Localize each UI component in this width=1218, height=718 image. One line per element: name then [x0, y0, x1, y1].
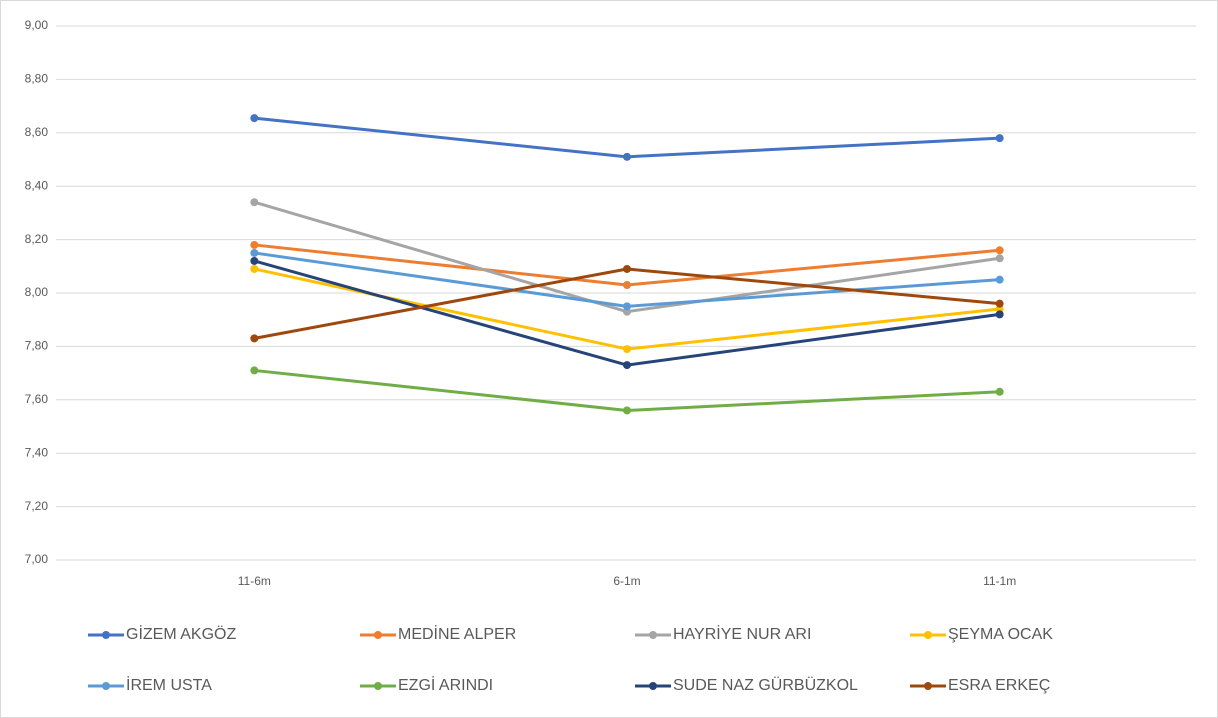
y-tick-label: 7,00 — [25, 552, 49, 566]
data-point — [623, 345, 631, 354]
data-point — [995, 275, 1004, 284]
legend-marker — [924, 682, 932, 690]
data-point — [250, 264, 259, 273]
legend-label: İREM USTA — [126, 675, 212, 694]
data-point — [623, 264, 631, 273]
y-tick-label: 9,00 — [25, 18, 49, 32]
legend-marker — [102, 682, 110, 690]
data-point — [995, 310, 1004, 319]
data-point — [995, 134, 1004, 143]
y-tick-label: 7,60 — [25, 392, 49, 406]
legend-marker — [374, 682, 382, 690]
x-tick-label: 11-1m — [983, 574, 1016, 588]
legend-label: HAYRİYE NUR ARI — [673, 624, 811, 643]
legend-label: MEDİNE ALPER — [398, 624, 516, 643]
data-point — [250, 248, 259, 257]
data-point — [250, 334, 259, 343]
legend-label: ŞEYMA OCAK — [948, 626, 1053, 643]
data-point — [995, 246, 1004, 255]
data-point — [995, 299, 1004, 308]
legend-label: EZGİ ARINDI — [398, 675, 493, 694]
x-tick-label: 6-1m — [613, 574, 640, 588]
data-point — [623, 361, 631, 370]
data-point — [623, 152, 631, 161]
y-tick-label: 8,20 — [25, 232, 49, 246]
data-point — [250, 256, 259, 265]
y-tick-label: 8,60 — [25, 125, 49, 139]
data-point — [250, 114, 259, 123]
y-tick-label: 7,80 — [25, 339, 49, 353]
data-point — [250, 198, 259, 207]
y-tick-label: 7,40 — [25, 445, 49, 459]
y-tick-label: 7,20 — [25, 499, 49, 513]
data-point — [623, 280, 631, 289]
legend-marker — [924, 631, 932, 639]
legend-marker — [374, 631, 382, 639]
data-point — [995, 387, 1004, 396]
data-point — [250, 240, 259, 249]
data-point — [250, 366, 259, 375]
legend-label: ESRA ERKEÇ — [948, 677, 1050, 694]
data-point — [623, 302, 631, 311]
legend-label: GİZEM AKGÖZ — [126, 624, 236, 643]
x-tick-label: 11-6m — [238, 574, 271, 588]
legend-marker — [649, 631, 657, 639]
legend-label: SUDE NAZ GÜRBÜZKOL — [673, 676, 858, 694]
y-tick-label: 8,80 — [25, 72, 49, 86]
data-point — [995, 254, 1004, 263]
data-point — [623, 406, 631, 415]
legend-marker — [102, 631, 110, 639]
y-tick-label: 8,40 — [25, 178, 49, 192]
legend-marker — [649, 682, 657, 690]
y-tick-label: 8,00 — [25, 285, 49, 299]
